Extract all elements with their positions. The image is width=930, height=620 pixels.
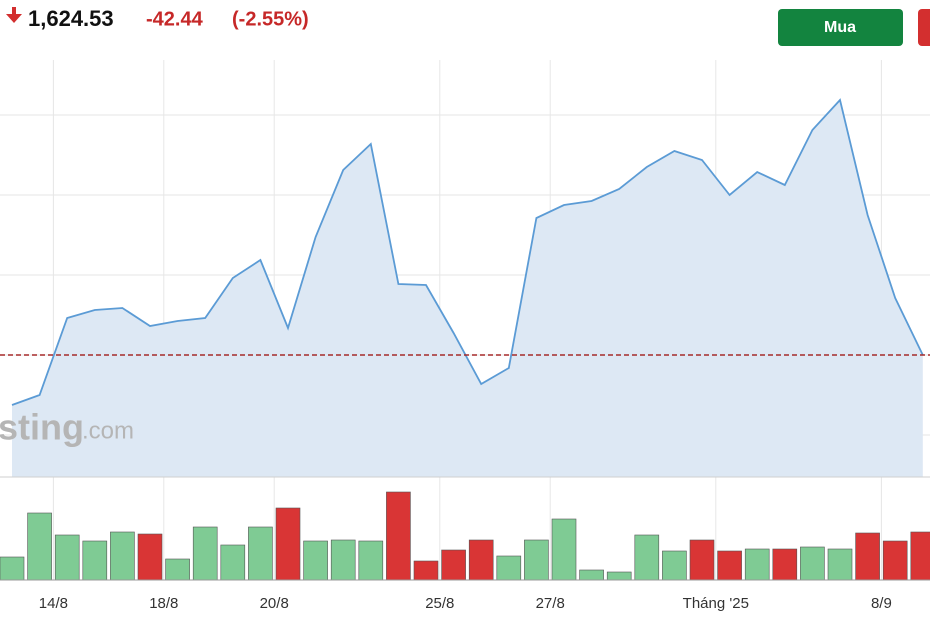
- x-tick-label: 27/8: [536, 595, 565, 612]
- plot: 14/8 18/8 20/8 25/8 27/8 Tháng '25 8/9: [0, 60, 930, 612]
- watermark-suffix: .com: [82, 417, 134, 444]
- price: 1,624.53: [28, 6, 114, 31]
- x-tick-label: 8/9: [871, 595, 892, 612]
- down-arrow-icon: [6, 7, 22, 23]
- volume-bar: [413, 560, 439, 581]
- x-tick-label: 25/8: [425, 595, 454, 612]
- buy-button-label[interactable]: Mua: [824, 19, 856, 36]
- volume-bar: [551, 518, 577, 581]
- volume-bar: [468, 539, 494, 581]
- volume-bar: [220, 544, 246, 581]
- volume-bar: [524, 539, 549, 581]
- volume-bar: [744, 548, 770, 581]
- x-tick-label: Tháng '25: [683, 595, 749, 612]
- volume-bar: [662, 550, 687, 581]
- volume-bar: [882, 540, 908, 581]
- volume-bar: [772, 548, 798, 581]
- sell-button[interactable]: [918, 9, 930, 46]
- volume-bar: [800, 546, 825, 581]
- volume-bar: [386, 491, 411, 581]
- volume-bar: [441, 549, 466, 581]
- volume-bar: [0, 556, 25, 581]
- volume-bar: [827, 548, 853, 581]
- x-tick-label: 14/8: [39, 595, 68, 612]
- change-percent: (-2.55%): [232, 8, 309, 30]
- volume-bar: [82, 540, 108, 581]
- volume-bar: [165, 558, 190, 581]
- x-tick-label: 20/8: [260, 595, 289, 612]
- x-tick-label: 18/8: [149, 595, 178, 612]
- volume-bar: [110, 531, 135, 581]
- volume-bar: [248, 526, 273, 581]
- buy-button[interactable]: [778, 9, 903, 46]
- price-line: [11, 98, 924, 406]
- volume-bar: [579, 569, 604, 581]
- watermark: sting: [0, 407, 84, 448]
- volume-bar: [496, 555, 522, 581]
- change: -42.44: [146, 8, 204, 30]
- volume-bar: [275, 507, 301, 581]
- volume-bar: [606, 571, 632, 581]
- volume-bar: [717, 550, 742, 581]
- volume-bar: [192, 526, 218, 581]
- area-fill: [12, 100, 923, 477]
- volume-bar: [910, 531, 930, 581]
- volume-bar: [137, 533, 163, 581]
- volume-bar: [358, 540, 384, 581]
- volume-bar: [855, 532, 880, 581]
- volume-bar: [54, 534, 80, 581]
- volume-bar: [330, 539, 356, 581]
- volume-bar: [689, 539, 715, 581]
- volume-bar: [27, 512, 52, 581]
- volume-bar: [303, 540, 328, 581]
- volume-bar: [634, 534, 660, 581]
